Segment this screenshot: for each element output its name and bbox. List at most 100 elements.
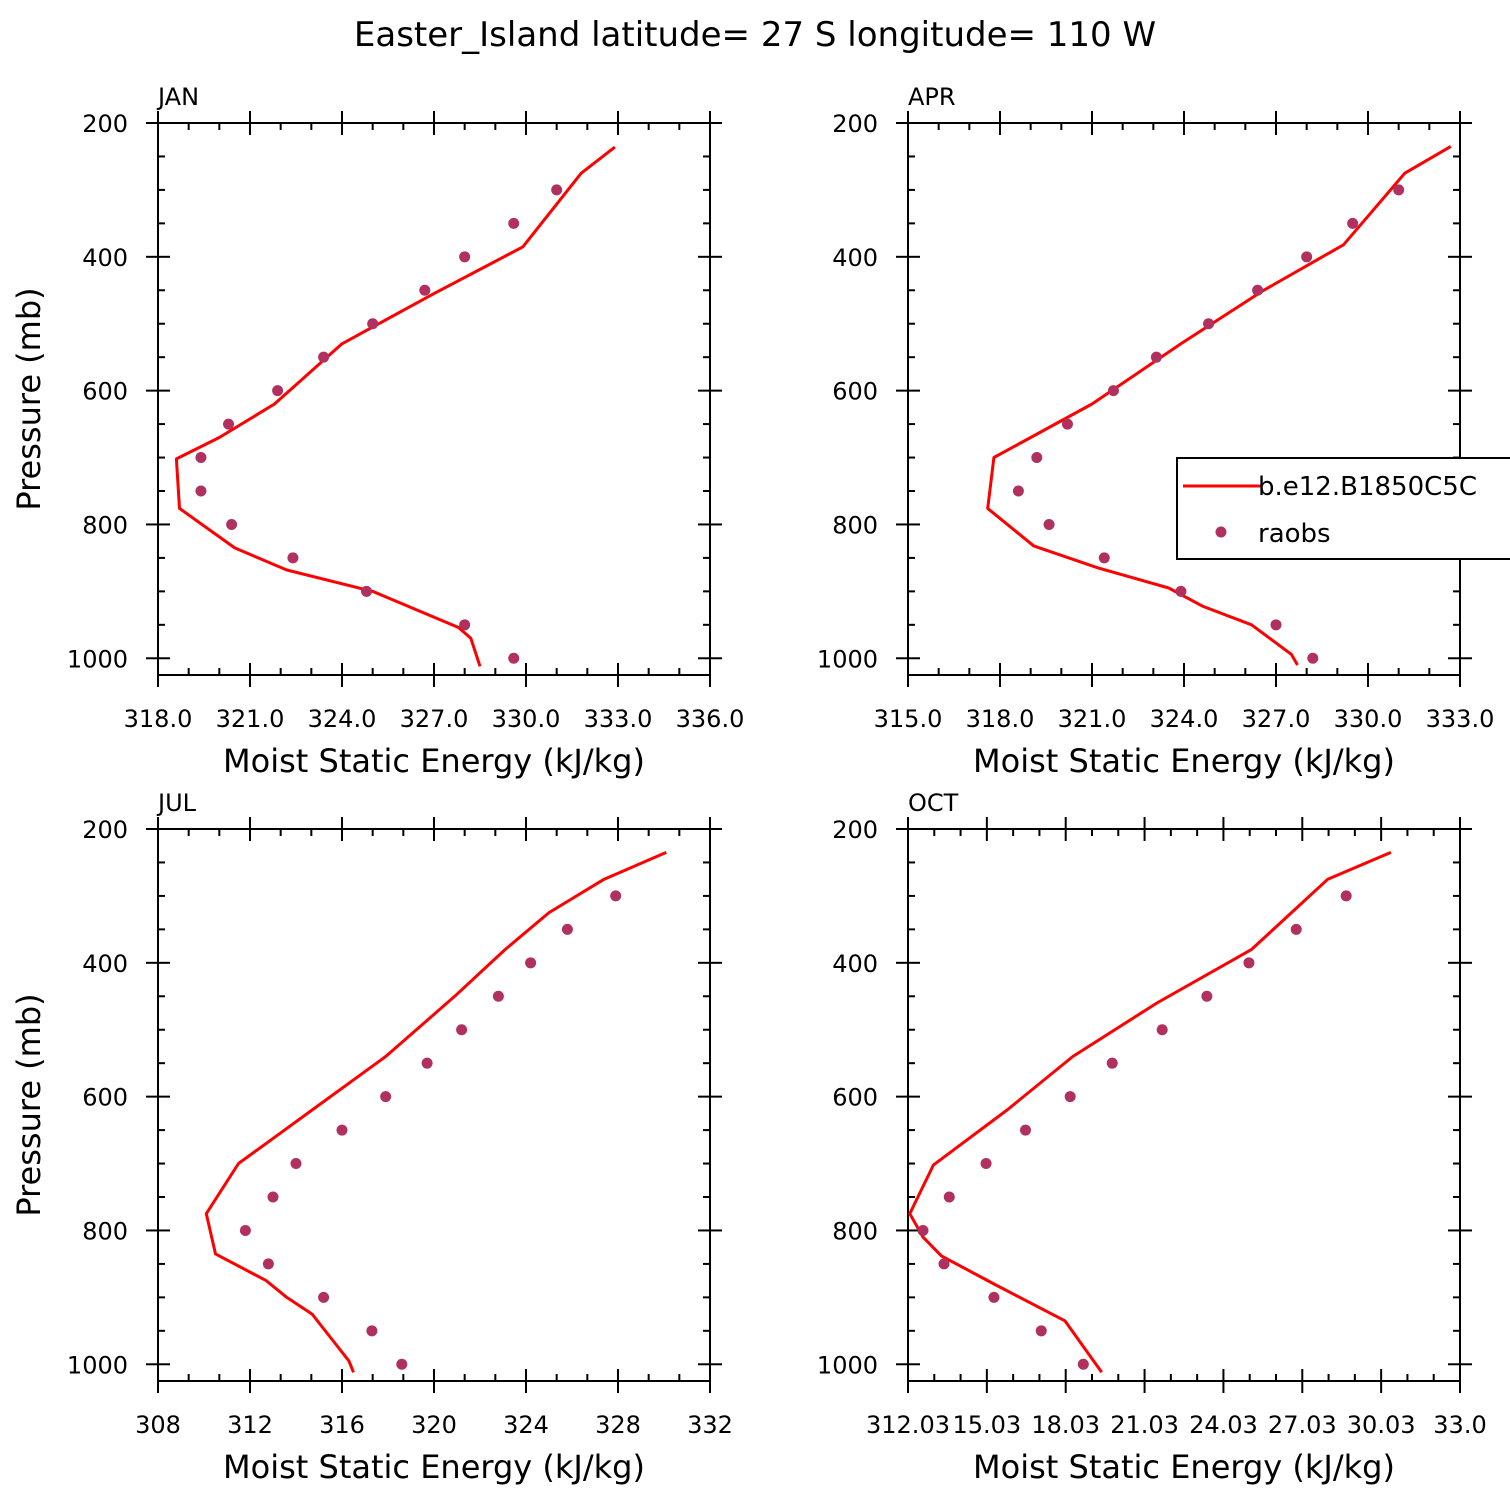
x-tick-label: 318.0: [124, 705, 193, 733]
panel-label: APR: [908, 83, 956, 111]
series-point-raobs: [456, 1024, 468, 1036]
y-tick-label: 200: [82, 816, 128, 844]
x-tick-label: 320: [411, 1411, 457, 1439]
series-point-raobs: [1031, 452, 1043, 464]
series-point-raobs: [459, 619, 471, 631]
x-tick-label: 321.0: [216, 705, 285, 733]
y-tick-label: 1000: [67, 645, 128, 673]
series-point-raobs: [366, 1325, 378, 1337]
series-line-model: [908, 851, 1392, 1374]
series-point-raobs: [492, 990, 504, 1002]
x-axis-title: Moist Static Energy (kJ/kg): [223, 742, 645, 780]
x-tick-label: 315.0: [874, 705, 943, 733]
series-point-raobs: [361, 585, 373, 597]
plot-frame: [157, 122, 711, 676]
y-tick-label: 600: [82, 378, 128, 406]
series-point-raobs: [508, 652, 520, 664]
plot-area: [204, 851, 667, 1373]
series-point-raobs: [525, 957, 537, 969]
series-point-raobs: [459, 251, 471, 263]
panel-jan: JAN 318.0 321.0 324.0 327.0 330.0 333.0 336.0 20…: [10, 83, 744, 780]
series-point-raobs: [226, 518, 238, 530]
y-tick-label: 1000: [817, 1351, 878, 1379]
series-point-raobs: [1340, 890, 1352, 902]
series-point-raobs: [938, 1258, 950, 1270]
series-point-raobs: [980, 1158, 992, 1170]
y-tick-label: 400: [832, 950, 878, 978]
x-tick-label: 321.0: [1058, 705, 1127, 733]
y-axis-title: Pressure (mb): [10, 287, 48, 510]
y-tick-label: 600: [832, 378, 878, 406]
series-point-raobs: [239, 1224, 251, 1236]
series-point-raobs: [1043, 518, 1055, 530]
y-tick-label: 1000: [817, 645, 878, 673]
series-point-raobs: [1156, 1024, 1168, 1036]
series-point-raobs: [1064, 1091, 1076, 1103]
legend-box: [1176, 457, 1510, 560]
series-point-raobs: [943, 1191, 955, 1203]
panel-label: JAN: [156, 83, 199, 111]
series-point-raobs: [1150, 351, 1162, 363]
series-point-raobs: [272, 385, 284, 397]
series-point-raobs: [195, 485, 207, 497]
series-point-raobs: [223, 418, 235, 430]
y-tick-label: 800: [832, 1217, 878, 1245]
series-line-model: [174, 145, 616, 667]
series-point-raobs: [195, 452, 207, 464]
x-tick-label: 328: [595, 1411, 641, 1439]
series-point-raobs: [1061, 418, 1073, 430]
series-point-raobs: [1393, 184, 1405, 196]
y-tick-label: 400: [82, 244, 128, 272]
series-point-raobs: [262, 1258, 274, 1270]
x-tick-label: 318.0: [966, 705, 1035, 733]
series-line-model: [204, 851, 667, 1373]
legend-label-obs: raobs: [1258, 519, 1331, 549]
y-tick-label: 600: [832, 1084, 878, 1112]
x-tick-label: 316: [319, 1411, 365, 1439]
plot-area: [174, 145, 616, 667]
x-tick-label: 24.03: [1189, 1411, 1258, 1439]
series-point-raobs: [1307, 652, 1319, 664]
panel-oct: OCT 312.03 15.03 18.03 21.03 24.03 27.03 30.03 3…: [817, 789, 1487, 1486]
series-point-raobs: [917, 1224, 929, 1236]
x-tick-label: 18.03: [1031, 1411, 1100, 1439]
x-tick-label: 327.0: [400, 705, 469, 733]
x-tick-label: 327.0: [1242, 705, 1311, 733]
series-point-raobs: [1301, 251, 1313, 263]
x-tick-label: 324.0: [308, 705, 377, 733]
y-tick-label: 200: [832, 110, 878, 138]
y-tick-label: 200: [832, 816, 878, 844]
plot-area: [986, 145, 1452, 666]
series-point-raobs: [508, 217, 520, 229]
series-point-raobs: [1290, 923, 1302, 935]
series-point-raobs: [1243, 957, 1255, 969]
series-point-raobs: [1098, 552, 1110, 564]
y-tick-label: 400: [82, 950, 128, 978]
series-point-raobs: [421, 1057, 433, 1069]
plot-frame: [157, 828, 711, 1382]
legend: b.e12.B1850C5C raobs: [1176, 457, 1510, 560]
y-tick-label: 800: [82, 1217, 128, 1245]
series-point-raobs: [419, 284, 431, 296]
y-tick-label: 800: [82, 511, 128, 539]
series-point-raobs: [396, 1358, 408, 1370]
series-point-raobs: [610, 890, 622, 902]
series-point-raobs: [290, 1158, 302, 1170]
x-axis-title: Moist Static Energy (kJ/kg): [973, 742, 1395, 780]
x-tick-label: 30.03: [1347, 1411, 1416, 1439]
series-point-raobs: [1107, 385, 1119, 397]
x-tick-label: 15.03: [952, 1411, 1021, 1439]
x-axis-title: Moist Static Energy (kJ/kg): [223, 1448, 645, 1486]
series-point-raobs: [1252, 284, 1264, 296]
series-point-raobs: [1175, 585, 1187, 597]
series-point-raobs: [287, 552, 299, 564]
plot-frame: [907, 828, 1461, 1382]
panel-jul: JUL 308 312 316 320 324 328 332 200 400 600 800 1000…: [10, 789, 733, 1486]
series-point-raobs: [1106, 1057, 1118, 1069]
x-tick-label: 330.0: [1334, 705, 1403, 733]
series-line-model: [986, 145, 1452, 666]
series-point-raobs: [1019, 1124, 1031, 1136]
y-tick-label: 600: [82, 1084, 128, 1112]
series-point-raobs: [1270, 619, 1282, 631]
